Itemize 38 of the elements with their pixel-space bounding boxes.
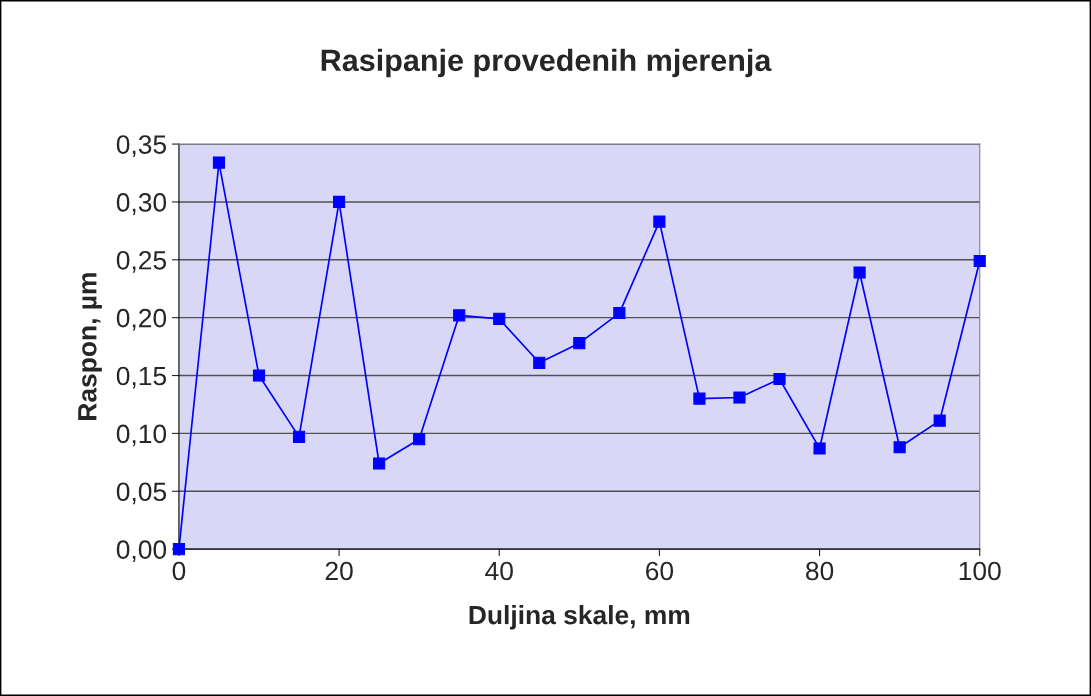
point: [733, 391, 746, 404]
point: [333, 195, 346, 209]
point: [453, 309, 466, 322]
point: [813, 442, 826, 455]
x-tick-label: 100: [959, 561, 1001, 581]
point: [933, 414, 946, 427]
y-tick-label: 0,25: [116, 250, 167, 273]
point: [573, 337, 586, 350]
y-tick-label: 0,30: [116, 193, 167, 215]
x-tick-label: 60: [646, 561, 674, 581]
y-axis-title: Raspon, µm: [78, 273, 102, 420]
point: [373, 457, 386, 470]
x-tick-label: 20: [325, 561, 353, 581]
point: [212, 156, 226, 169]
y-tick-label: 0,00: [116, 540, 167, 563]
x-tick-label: 40: [485, 561, 513, 581]
y-tick-label: 0,35: [116, 135, 167, 158]
point: [853, 266, 866, 279]
point: [533, 356, 546, 369]
point: [493, 312, 506, 325]
point: [292, 430, 306, 443]
point: [773, 372, 786, 386]
y-tick-label: 0,20: [116, 308, 167, 331]
point: [413, 433, 426, 446]
point: [613, 306, 626, 320]
y-tick-label: 0,10: [116, 424, 167, 447]
x-tick-label: 0: [172, 561, 186, 581]
point: [172, 543, 185, 556]
point: [653, 215, 666, 228]
point: [893, 441, 906, 454]
x-axis-title: Duljina skale, mm: [469, 604, 690, 630]
y-tick-label: 0,05: [116, 482, 167, 505]
point: [693, 392, 706, 405]
chart-title: Rasipanje provedenih mjerenja: [321, 48, 772, 78]
x-tick-label: 80: [806, 561, 834, 581]
y-tick-label: 0,15: [116, 366, 167, 389]
point: [252, 369, 266, 382]
point: [973, 254, 986, 268]
